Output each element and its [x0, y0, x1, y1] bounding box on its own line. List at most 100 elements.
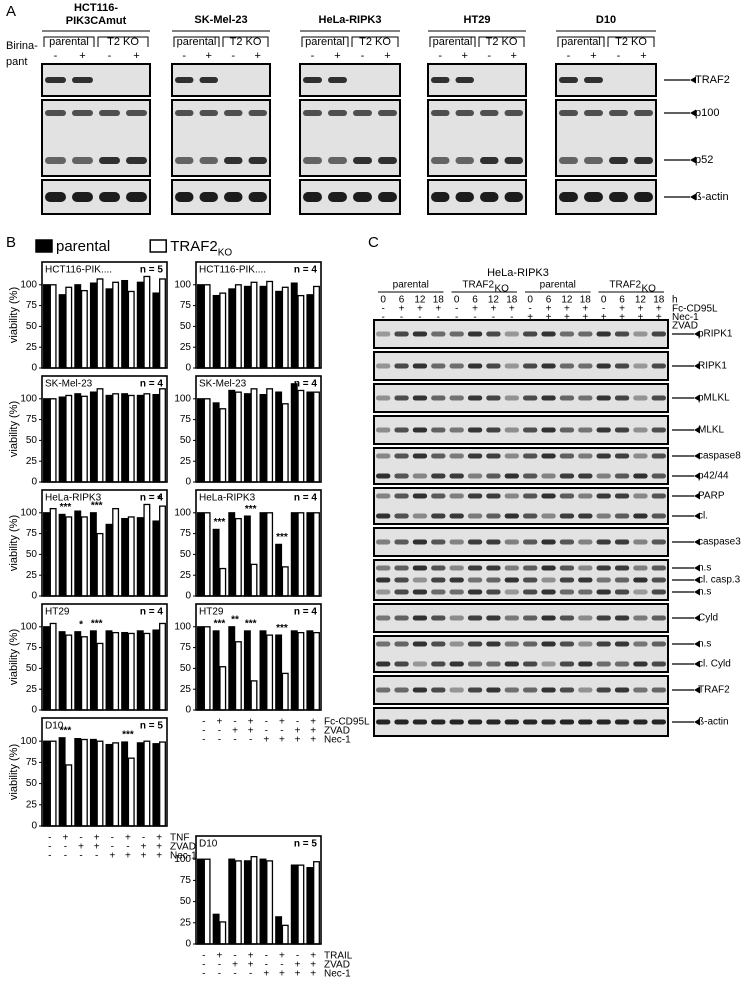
bar	[89, 738, 97, 827]
y-tick-label: 75	[26, 528, 38, 539]
band	[412, 565, 428, 571]
band	[633, 453, 648, 459]
arrow-head	[694, 576, 700, 584]
condition-sign: +	[217, 951, 223, 962]
band	[431, 513, 446, 519]
band	[72, 157, 93, 164]
band	[376, 427, 391, 433]
protein-label: ß-actin	[698, 717, 729, 728]
condition-sign: +	[63, 833, 69, 844]
plot-frame	[41, 603, 168, 711]
condition-sign: -	[202, 960, 205, 971]
chart-n: n = 4	[294, 379, 318, 390]
band	[541, 473, 556, 479]
band	[614, 331, 630, 337]
band	[559, 661, 575, 667]
treatment-sign: +	[509, 304, 515, 315]
panel-label: B	[6, 234, 16, 251]
treatment-label: Fc-CD95L	[672, 304, 718, 315]
band	[633, 331, 648, 337]
band	[523, 513, 538, 519]
bar	[74, 631, 82, 711]
bar	[96, 278, 104, 369]
band	[584, 157, 603, 164]
bar	[152, 393, 160, 483]
y-tick-label: 50	[26, 549, 38, 560]
y-tick-label: 25	[26, 570, 38, 581]
treatment-label: Nec-1	[672, 312, 699, 323]
bar	[203, 284, 211, 369]
bar	[297, 512, 305, 597]
bar	[290, 512, 298, 597]
band	[614, 577, 630, 583]
band	[578, 719, 593, 725]
condition-label: Nec-1	[170, 851, 197, 862]
band	[596, 427, 611, 433]
bar	[228, 858, 236, 945]
band	[394, 513, 409, 519]
sign: +	[334, 50, 340, 62]
band	[72, 192, 93, 202]
band	[431, 687, 446, 693]
band	[328, 110, 347, 116]
bar	[281, 286, 289, 369]
band	[376, 615, 391, 621]
band	[376, 661, 391, 667]
bar	[219, 567, 227, 597]
condition-sign: +	[248, 960, 254, 971]
panel-label: C	[368, 234, 379, 251]
bar	[203, 398, 211, 483]
bar	[281, 672, 289, 711]
group-bracket	[478, 36, 525, 47]
treatment-sign: -	[400, 312, 403, 323]
band	[651, 615, 666, 621]
band	[455, 77, 474, 83]
condition-sign: +	[141, 851, 147, 862]
treatment-sign: +	[472, 304, 478, 315]
condition-sign: +	[310, 969, 316, 980]
sign: +	[462, 50, 468, 62]
bar	[49, 398, 57, 483]
band	[541, 427, 556, 433]
y-tick-label: 75	[180, 642, 192, 653]
treatment-sign: +	[546, 304, 552, 315]
bar	[136, 394, 144, 483]
condition-sign: -	[218, 726, 221, 737]
treatment-sign: +	[527, 312, 533, 323]
group-label: parental	[540, 280, 576, 291]
band	[651, 539, 666, 545]
band	[431, 192, 450, 202]
plot-frame	[195, 375, 322, 483]
protein-label: pRIPK1	[698, 329, 733, 340]
band	[504, 110, 523, 116]
bar	[96, 532, 104, 597]
band	[541, 615, 556, 621]
band	[224, 192, 243, 202]
band	[412, 577, 428, 583]
condition-label: ZVAD	[170, 842, 196, 853]
treatment-sign: +	[564, 304, 570, 315]
group-sub: KO	[642, 284, 657, 295]
band	[559, 363, 575, 369]
band	[467, 661, 483, 667]
y-tick-label: 0	[31, 363, 37, 374]
condition-sign: +	[295, 969, 301, 980]
band	[504, 641, 519, 647]
band	[523, 687, 538, 693]
band	[614, 513, 630, 519]
protein-label: caspase3	[698, 537, 741, 548]
band	[224, 110, 243, 116]
bar	[266, 634, 274, 711]
band	[394, 453, 409, 459]
group-bracket	[222, 36, 269, 47]
condition-sign: -	[202, 717, 205, 728]
condition-sign: -	[218, 969, 221, 980]
band	[394, 395, 409, 401]
band	[633, 539, 648, 545]
sign: -	[231, 50, 235, 62]
band	[431, 641, 446, 647]
band	[559, 77, 578, 83]
band	[72, 110, 93, 116]
arrow-head	[694, 718, 700, 726]
y-tick-label: 0	[31, 591, 37, 602]
